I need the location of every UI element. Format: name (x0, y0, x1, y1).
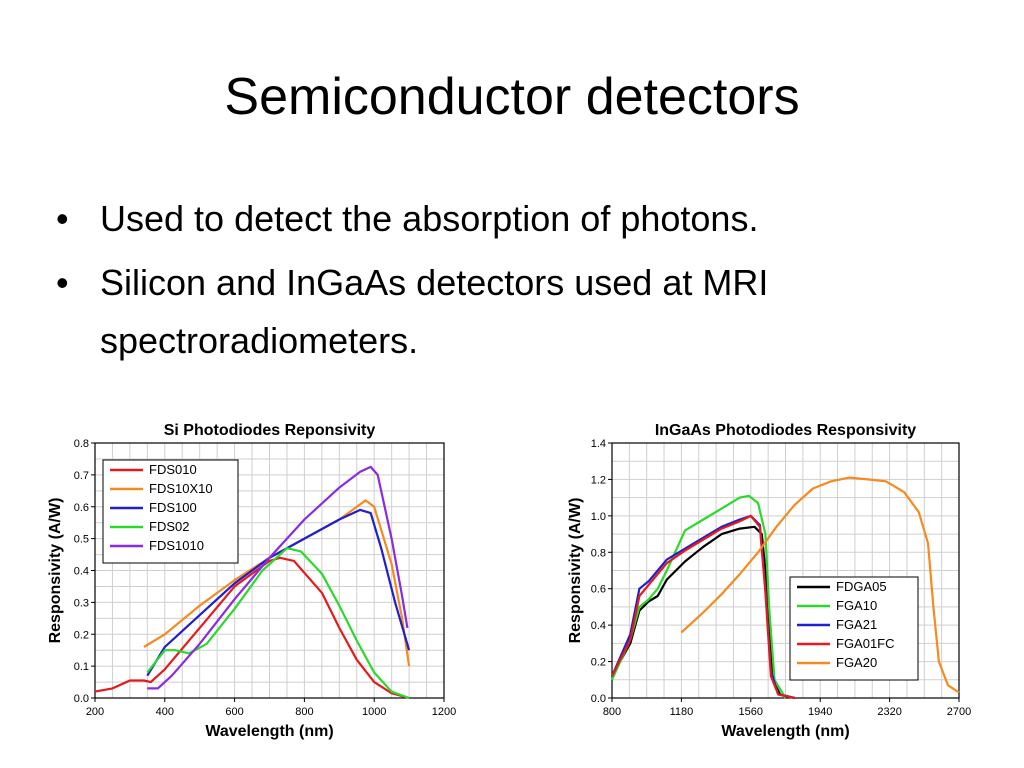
legend-label: FDS1010 (149, 538, 204, 553)
y-tick-label: 1.2 (591, 474, 606, 486)
x-tick-label: 800 (603, 706, 621, 718)
bullet-text: Used to detect the absorption of photons… (100, 198, 759, 239)
y-tick-label: 0.3 (74, 597, 89, 609)
chart-title: InGaAs Photodiodes Responsivity (655, 422, 916, 439)
bullet-item: • Silicon and InGaAs detectors used at M… (56, 254, 956, 370)
x-tick-label: 600 (225, 706, 243, 718)
series-line-fds02 (146, 547, 410, 700)
x-tick-label: 1560 (739, 706, 763, 718)
y-tick-label: 0.0 (74, 693, 89, 705)
x-tick-label: 1180 (670, 706, 694, 718)
bullet-text: Silicon and InGaAs detectors used at MRI… (100, 262, 769, 361)
y-tick-label: 1.4 (591, 438, 606, 450)
y-tick-label: 0.6 (74, 502, 89, 514)
x-tick-label: 200 (86, 706, 104, 718)
y-axis-label: Responsivity (A/W) (47, 498, 64, 644)
legend-label: FDS100 (149, 500, 197, 515)
series-line-fga20 (680, 476, 960, 694)
x-tick-label: 1200 (432, 706, 456, 718)
legend-label: FGA10 (836, 598, 877, 613)
y-tick-label: 0.2 (591, 657, 606, 669)
x-tick-label: 1000 (362, 706, 386, 718)
legend-label: FDGA05 (836, 579, 887, 594)
legend-label: FDS10X10 (149, 481, 213, 496)
legend-label: FDS010 (149, 462, 197, 477)
series-line-fds100 (146, 508, 411, 677)
bullet-list: • Used to detect the absorption of photo… (56, 190, 956, 376)
si-responsivity-chart: Si Photodiodes Reponsivity 200 400 600 800 10… (47, 422, 456, 740)
x-tick-label: 2700 (947, 706, 971, 718)
y-axis-label: Responsivity (A/W) (567, 498, 584, 644)
y-tick-label: 0.4 (74, 566, 89, 578)
y-tick-label: 0.2 (74, 629, 89, 641)
chart-title: Si Photodiodes Reponsivity (164, 422, 376, 439)
x-axis-label: Wavelength (nm) (205, 723, 333, 740)
y-tick-label: 0.0 (591, 693, 606, 705)
series-line-fdga05 (611, 525, 795, 700)
x-tick-label: 400 (156, 706, 174, 718)
bullet-marker: • (56, 262, 69, 303)
x-axis-label: Wavelength (nm) (721, 723, 849, 740)
series-line-fds010 (94, 556, 410, 700)
series-line-fga01fc (611, 514, 795, 700)
y-tick-label: 0.1 (74, 661, 89, 673)
y-tick-label: 0.5 (74, 534, 89, 546)
ingaas-responsivity-chart: InGaAs Photodiodes Responsivity 800 1180 15… (567, 422, 971, 740)
bullet-marker: • (56, 198, 69, 239)
bullet-item: • Used to detect the absorption of photo… (56, 190, 956, 248)
y-tick-label: 0.8 (591, 547, 606, 559)
y-tick-label: 0.7 (74, 470, 89, 482)
legend-label: FGA01FC (836, 636, 895, 651)
y-tick-label: 1.0 (591, 511, 606, 523)
series-line-fga10 (610, 494, 787, 699)
legend-label: FDS02 (149, 519, 189, 534)
x-tick-label: 1940 (808, 706, 832, 718)
legend-label: FGA20 (836, 655, 877, 670)
x-tick-label: 800 (295, 706, 313, 718)
y-tick-label: 0.4 (591, 620, 606, 632)
slide-title: Semiconductor detectors (224, 68, 800, 126)
y-tick-label: 0.6 (591, 584, 606, 596)
series-line-fds1010 (147, 465, 409, 690)
legend-label: FGA21 (836, 617, 877, 632)
x-tick-label: 2320 (877, 706, 901, 718)
y-tick-label: 0.8 (74, 438, 89, 450)
